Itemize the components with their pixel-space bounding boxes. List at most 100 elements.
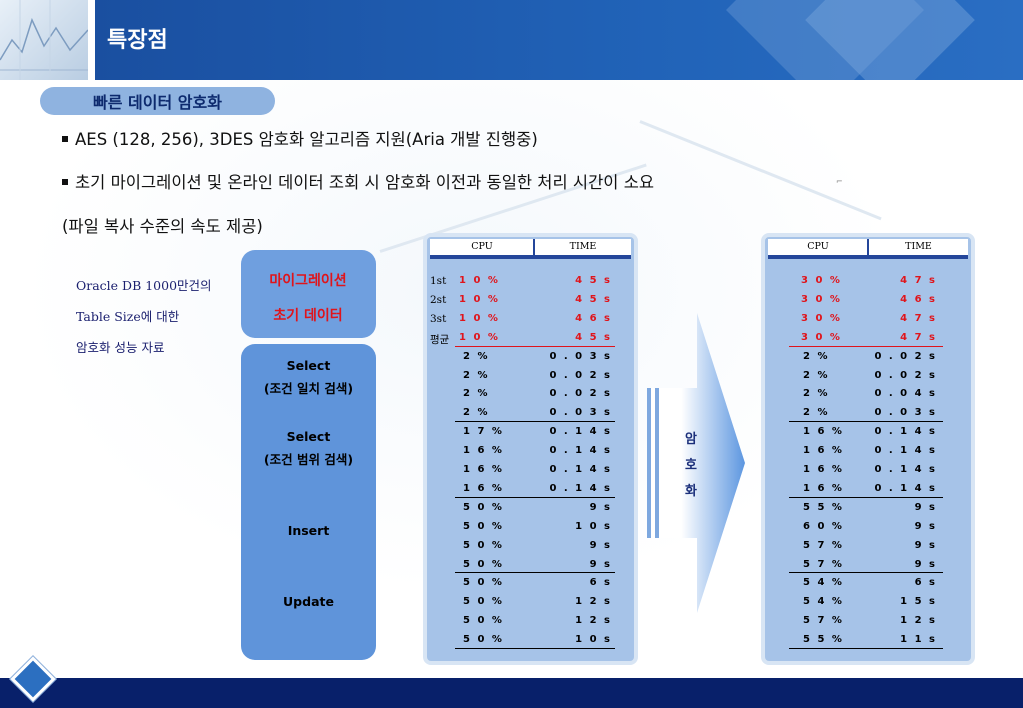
- table-row: 3 0 % 4 6 s: [765, 290, 971, 309]
- time-cell: 0 . 1 4 s: [874, 426, 937, 438]
- table-row: 1st 1 0 % 4 5 s: [427, 271, 634, 290]
- time-cell: 0 . 1 4 s: [549, 482, 612, 494]
- table-row: 평균 1 0 % 4 5 s: [427, 328, 634, 347]
- row-label: 1st: [430, 275, 447, 287]
- bullet-text: 초기 마이그레이션 및 온라인 데이터 조회 시 암호화 이전과 동일한 처리 …: [75, 173, 655, 192]
- table-row: 5 4 % 6 s: [765, 573, 971, 592]
- table-row: 5 0 % 1 2 s: [427, 592, 634, 611]
- time-cell: 0 . 0 3 s: [874, 407, 937, 419]
- table-row: 2st 1 0 % 4 5 s: [427, 290, 634, 309]
- time-cell: 9 s: [914, 520, 937, 532]
- cpu-cell: 1 0 %: [459, 293, 500, 305]
- migration-label: 마이그레이션: [269, 273, 347, 289]
- header-divider: [533, 239, 535, 255]
- cpu-cell: 1 7 %: [463, 426, 504, 438]
- time-cell: 4 5 s: [575, 275, 612, 286]
- table-row: 2 % 0 . 0 2 s: [427, 384, 634, 403]
- cpu-header: CPU: [807, 241, 829, 252]
- arrow-label-char: 암: [685, 432, 697, 447]
- table-row: 2 % 0 . 0 3 s: [765, 403, 971, 422]
- group-underline: [789, 648, 943, 649]
- cpu-cell: 1 6 %: [803, 445, 844, 457]
- cpu-cell: 1 0 %: [459, 275, 500, 286]
- arrow-label-char: 화: [685, 484, 697, 499]
- header-bar: 특장점: [95, 0, 1023, 80]
- time-cell: 9 s: [914, 558, 937, 570]
- table-row: 5 7 % 9 s: [765, 555, 971, 574]
- category-sublabel: (조건 일치 검색): [263, 381, 354, 396]
- note-line: Oracle DB 1000만건의: [76, 278, 212, 293]
- cpu-cell: 6 0 %: [803, 520, 844, 532]
- cpu-cell: 1 0 %: [459, 312, 500, 324]
- table-row: 1 6 % 0 . 1 4 s: [427, 441, 634, 460]
- group-underline: [455, 496, 615, 498]
- time-cell: 1 1 s: [900, 634, 937, 646]
- table-row: 2 % 0 . 0 2 s: [765, 347, 971, 366]
- table-header: CPU TIME: [430, 239, 631, 259]
- cpu-cell: 5 4 %: [803, 577, 844, 589]
- time-cell: 4 7 s: [900, 275, 937, 286]
- cpu-cell: 5 5 %: [803, 501, 844, 513]
- row-label: 평균: [430, 333, 450, 346]
- table-row: 5 0 % 9 s: [427, 498, 634, 517]
- cpu-cell: 1 6 %: [803, 426, 844, 438]
- time-cell: 9 s: [914, 539, 937, 551]
- category-label: Select: [286, 358, 331, 373]
- table-row: 5 0 % 6 s: [427, 573, 634, 592]
- table-row: 2 % 0 . 0 2 s: [765, 366, 971, 385]
- time-header: TIME: [905, 241, 932, 252]
- table-row: 2 % 0 . 0 2 s: [427, 366, 634, 385]
- time-cell: 1 2 s: [575, 615, 612, 627]
- table-row: 5 7 % 1 2 s: [765, 611, 971, 630]
- table-row: 1 6 % 0 . 1 4 s: [765, 460, 971, 479]
- table-row: 2 % 0 . 0 3 s: [427, 347, 634, 366]
- time-cell: 9 s: [589, 558, 612, 570]
- cpu-cell: 2 %: [803, 388, 830, 400]
- cpu-cell: 3 0 %: [801, 312, 842, 324]
- time-cell: 0 . 1 4 s: [874, 482, 937, 494]
- cpu-cell: 5 7 %: [803, 558, 844, 570]
- cpu-cell: 5 0 %: [463, 596, 504, 608]
- cpu-cell: 2 %: [803, 369, 830, 381]
- header-thumbnail: [0, 0, 88, 80]
- note-line: Table Size에 대한: [76, 309, 180, 324]
- cpu-cell: 3 0 %: [801, 275, 842, 286]
- table-row: 5 0 % 1 0 s: [427, 517, 634, 536]
- table-row: 5 0 % 1 0 s: [427, 630, 634, 649]
- group-underline: [455, 648, 615, 649]
- cpu-cell: 5 0 %: [463, 615, 504, 627]
- cpu-cell: 2 %: [803, 350, 830, 362]
- cpu-cell: 1 6 %: [803, 464, 844, 475]
- category-label: Select: [286, 429, 331, 444]
- cpu-cell: 2 %: [803, 407, 830, 419]
- group-underline: [455, 345, 615, 347]
- time-cell: 9 s: [589, 501, 612, 513]
- time-cell: 0 . 1 4 s: [874, 445, 937, 457]
- time-cell: 4 6 s: [900, 293, 937, 305]
- table-row: 2 % 0 . 0 4 s: [765, 384, 971, 403]
- bullet-continuation: (파일 복사 수준의 속도 제공): [62, 217, 263, 236]
- time-cell: 6 s: [589, 577, 612, 589]
- category-sublabel: (조건 범위 검색): [263, 452, 354, 467]
- table-row: 1 6 % 0 . 1 4 s: [765, 441, 971, 460]
- table-row: 5 0 % 9 s: [427, 555, 634, 574]
- cpu-cell: 5 0 %: [463, 520, 504, 532]
- time-cell: 4 5 s: [575, 331, 612, 343]
- initial-data-label: 초기 데이터: [273, 308, 343, 324]
- cpu-cell: 5 0 %: [463, 577, 504, 589]
- time-cell: 4 7 s: [900, 312, 937, 324]
- group-underline: [455, 421, 615, 423]
- bullet-square-icon: [62, 135, 68, 142]
- cpu-header: CPU: [471, 241, 493, 252]
- bullet-item: 초기 마이그레이션 및 온라인 데이터 조회 시 암호화 이전과 동일한 처리 …: [62, 169, 654, 193]
- cpu-cell: 2 %: [463, 369, 490, 381]
- encryption-arrow-icon: [647, 313, 745, 613]
- cpu-cell: 1 6 %: [463, 464, 504, 475]
- cpu-cell: 5 0 %: [463, 501, 504, 513]
- table-row: 5 5 % 1 1 s: [765, 630, 971, 649]
- cpu-cell: 5 0 %: [463, 539, 504, 551]
- bullet-square-icon: [62, 178, 68, 185]
- time-cell: 0 . 0 2 s: [549, 369, 612, 381]
- group-underline: [789, 345, 943, 347]
- group-underline: [789, 572, 943, 574]
